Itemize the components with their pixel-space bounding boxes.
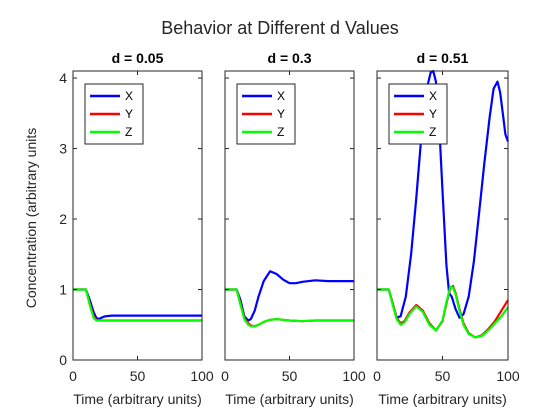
x-tick-label: 100 [190,368,214,384]
series-line-z [377,285,509,339]
panel-title: d = 0.05 [112,50,164,66]
x-tick-label: 50 [130,368,146,384]
series-line-z [225,288,354,328]
legend: XYZ [84,83,144,145]
x-axis-label: Time (arbitrary units) [73,391,202,407]
y-tick-label: 4 [59,70,67,86]
y-tick-label: 3 [59,141,67,157]
panel-title: d = 0.3 [268,50,312,66]
legend-label-z: Z [429,125,436,139]
legend-label-x: X [277,89,285,103]
ylabel-group: Concentration (arbitrary units [23,128,39,309]
x-tick-label: 0 [221,368,229,384]
series-line-x [377,69,510,319]
x-tick-label: 100 [342,368,366,384]
x-tick-label: 0 [69,368,77,384]
legend: XYZ [236,83,296,145]
y-tick-label: 1 [59,282,67,298]
panel-title: d = 0.51 [417,50,469,66]
x-tick-label: 50 [435,368,451,384]
legend-label-y: Y [125,107,133,121]
panel-2: d = 0.3 0 50 100 Time (arbitrary units) XYZ [221,50,366,407]
legend: XYZ [388,83,448,145]
x-axis-label: Time (arbitrary units) [225,391,354,407]
x-tick-label: 100 [496,368,520,384]
series-line-z [73,288,202,322]
x-tick-label: 50 [282,368,298,384]
legend-label-x: X [429,89,437,103]
panel-1: d = 0.05 0 50 100 0 1 2 3 4 Time (arbitrary units… [59,50,214,407]
panel-3: d = 0.51 0 50 100 Time (arbitrary units) XYZ [373,50,520,407]
legend-label-y: Y [429,107,437,121]
y-tick-label: 2 [59,211,67,227]
series-line-x [225,270,354,322]
legend-label-z: Z [277,125,284,139]
legend-label-y: Y [277,107,285,121]
y-axis-label: Concentration (arbitrary units [23,128,39,309]
x-axis-label: Time (arbitrary units) [378,391,507,407]
y-tick-label: 0 [59,352,67,368]
legend-label-z: Z [125,125,132,139]
figure-title: Behavior at Different d Values [161,18,398,38]
legend-label-x: X [125,89,133,103]
x-tick-label: 0 [373,368,381,384]
